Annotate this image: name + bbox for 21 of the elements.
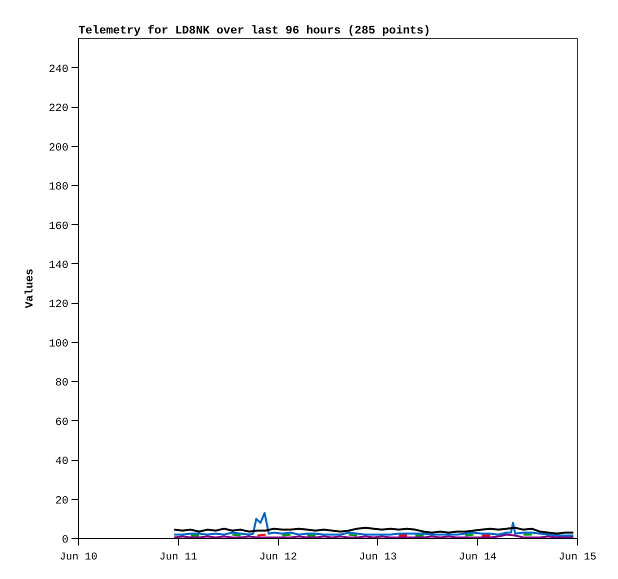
y-tick-label: 60	[55, 416, 68, 429]
y-tick-label: 200	[48, 142, 69, 154]
y-tick-label: 40	[55, 456, 68, 468]
y-tick-label: 160	[48, 220, 69, 233]
x-tick-label: Jun 12	[259, 552, 298, 564]
y-tick-label: 0	[62, 534, 69, 546]
y-tick-label: 140	[48, 260, 69, 272]
y-tick-label: 100	[48, 338, 69, 350]
x-tick-label: Jun 15	[558, 552, 596, 564]
y-axis-title: Values	[24, 268, 37, 308]
y-tick-label: 80	[55, 378, 68, 390]
x-tick-label: Jun 10	[60, 552, 98, 564]
x-tick-label: Jun 13	[358, 552, 397, 564]
y-tick-label: 220	[48, 103, 69, 116]
y-tick-label: 120	[48, 299, 69, 312]
y-tick-label: 20	[55, 495, 68, 508]
y-tick-label: 240	[48, 64, 69, 76]
x-tick-label: Jun 11	[159, 552, 198, 564]
y-tick-label: 180	[48, 182, 69, 194]
x-tick-label: Jun 14	[458, 552, 497, 564]
chart-title: Telemetry for LD8NK over last 96 hours (285 points)	[78, 24, 430, 38]
